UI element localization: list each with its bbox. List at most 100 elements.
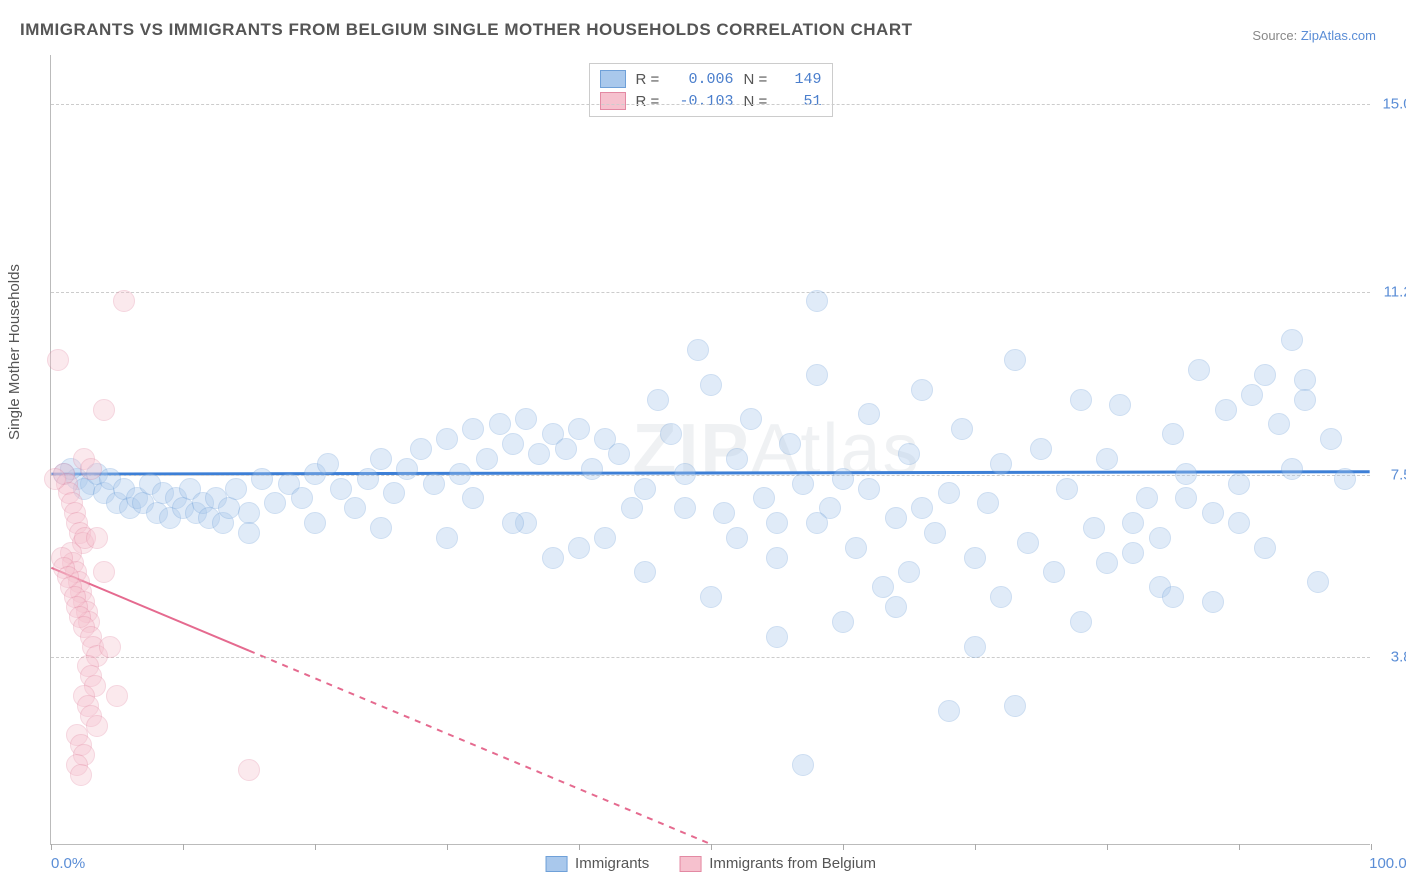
scatter-point	[304, 512, 326, 534]
series-legend: Immigrants Immigrants from Belgium	[545, 855, 876, 872]
legend-n-label: N =	[744, 71, 772, 88]
scatter-point	[515, 408, 537, 430]
scatter-point	[528, 443, 550, 465]
scatter-point	[687, 339, 709, 361]
scatter-point	[1188, 359, 1210, 381]
x-min-label: 0.0%	[51, 855, 85, 872]
scatter-point	[106, 685, 128, 707]
scatter-point	[1175, 463, 1197, 485]
scatter-point	[396, 458, 418, 480]
y-axis-label: Single Mother Households	[6, 264, 23, 440]
x-tick-mark	[51, 844, 52, 850]
scatter-point	[449, 463, 471, 485]
source-link[interactable]: ZipAtlas.com	[1301, 28, 1376, 43]
scatter-point	[581, 458, 603, 480]
scatter-point	[86, 527, 108, 549]
scatter-point	[779, 433, 801, 455]
legend-r-value: 0.006	[674, 71, 734, 88]
scatter-point	[1202, 591, 1224, 613]
x-max-label: 100.0%	[1369, 855, 1406, 872]
scatter-point	[964, 547, 986, 569]
scatter-point	[1096, 552, 1118, 574]
scatter-point	[634, 561, 656, 583]
x-tick-mark	[975, 844, 976, 850]
scatter-point	[832, 611, 854, 633]
gridline	[51, 292, 1370, 293]
x-tick-mark	[1107, 844, 1108, 850]
scatter-point	[806, 364, 828, 386]
series-legend-item: Immigrants from Belgium	[679, 855, 876, 872]
scatter-point	[86, 715, 108, 737]
scatter-point	[1109, 394, 1131, 416]
x-tick-mark	[447, 844, 448, 850]
legend-n-value: 51	[782, 93, 822, 110]
scatter-point	[1162, 423, 1184, 445]
scatter-point	[1202, 502, 1224, 524]
gridline	[51, 657, 1370, 658]
x-tick-mark	[183, 844, 184, 850]
legend-r-label: R =	[636, 71, 664, 88]
scatter-point	[700, 374, 722, 396]
scatter-point	[251, 468, 273, 490]
scatter-point	[1320, 428, 1342, 450]
legend-r-label: R =	[636, 93, 664, 110]
scatter-point	[1307, 571, 1329, 593]
scatter-point	[264, 492, 286, 514]
scatter-point	[568, 418, 590, 440]
legend-row: R =-0.103N =51	[600, 90, 822, 112]
scatter-point	[660, 423, 682, 445]
scatter-point	[1043, 561, 1065, 583]
scatter-point	[291, 487, 313, 509]
scatter-point	[594, 527, 616, 549]
scatter-point	[845, 537, 867, 559]
scatter-point	[753, 487, 775, 509]
scatter-point	[977, 492, 999, 514]
scatter-point	[1083, 517, 1105, 539]
y-tick-label: 15.0%	[1375, 96, 1406, 113]
scatter-point	[555, 438, 577, 460]
scatter-point	[898, 561, 920, 583]
plot-area: ZIPAtlas R =0.006N =149R =-0.103N =51 Im…	[50, 55, 1370, 845]
scatter-point	[938, 482, 960, 504]
scatter-point	[911, 379, 933, 401]
scatter-point	[1175, 487, 1197, 509]
scatter-point	[1149, 527, 1171, 549]
scatter-point	[872, 576, 894, 598]
scatter-point	[357, 468, 379, 490]
scatter-point	[1070, 611, 1092, 633]
x-tick-mark	[1371, 844, 1372, 850]
scatter-point	[951, 418, 973, 440]
scatter-point	[858, 403, 880, 425]
legend-swatch	[600, 70, 626, 88]
scatter-point	[1268, 413, 1290, 435]
scatter-point	[1017, 532, 1039, 554]
scatter-point	[502, 512, 524, 534]
scatter-point	[1281, 458, 1303, 480]
scatter-point	[766, 512, 788, 534]
scatter-point	[726, 527, 748, 549]
series-name: Immigrants	[575, 855, 649, 872]
scatter-point	[911, 497, 933, 519]
scatter-point	[647, 389, 669, 411]
scatter-point	[1281, 329, 1303, 351]
scatter-point	[1228, 512, 1250, 534]
legend-row: R =0.006N =149	[600, 68, 822, 90]
scatter-point	[99, 636, 121, 658]
scatter-point	[713, 502, 735, 524]
series-swatch	[679, 856, 701, 872]
scatter-point	[806, 290, 828, 312]
legend-swatch	[600, 92, 626, 110]
scatter-point	[885, 507, 907, 529]
scatter-point	[990, 453, 1012, 475]
scatter-point	[383, 482, 405, 504]
chart-title: IMMIGRANTS VS IMMIGRANTS FROM BELGIUM SI…	[20, 20, 913, 40]
scatter-point	[1334, 468, 1356, 490]
scatter-point	[700, 586, 722, 608]
y-tick-label: 3.8%	[1375, 649, 1406, 666]
gridline	[51, 475, 1370, 476]
scatter-point	[766, 626, 788, 648]
scatter-point	[370, 448, 392, 470]
trend-lines-svg	[51, 55, 1370, 844]
scatter-point	[924, 522, 946, 544]
scatter-point	[1162, 586, 1184, 608]
